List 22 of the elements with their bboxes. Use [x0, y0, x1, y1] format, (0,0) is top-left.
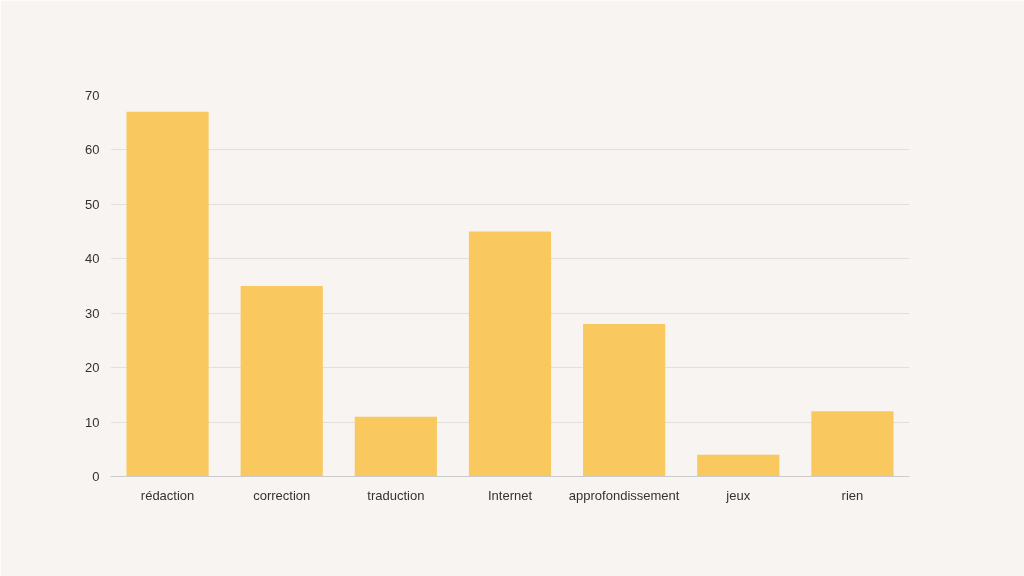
y-tick-label: 10	[85, 414, 100, 430]
x-tick-label: jeux	[725, 487, 751, 503]
y-tick-label: 50	[85, 196, 100, 212]
y-tick-label: 60	[85, 142, 100, 158]
y-tick-label: 70	[85, 88, 100, 103]
bar	[811, 411, 894, 477]
y-tick-label: 40	[85, 251, 100, 267]
bar	[126, 111, 209, 477]
bar	[240, 286, 323, 477]
x-tick-label: rien	[841, 487, 864, 503]
bar	[468, 231, 552, 477]
bar	[583, 324, 666, 477]
y-tick-label: 20	[85, 360, 100, 376]
x-tick-label: approfondissement	[568, 487, 680, 503]
bar	[354, 416, 437, 477]
y-tick-label: 0	[92, 469, 100, 484]
x-tick-label: Internet	[487, 487, 533, 503]
x-tick-label: traduction	[367, 487, 425, 503]
x-tick-label: correction	[253, 487, 311, 503]
bar	[697, 454, 780, 477]
x-tick-label: rédaction	[140, 487, 195, 503]
y-tick-label: 30	[85, 305, 100, 321]
